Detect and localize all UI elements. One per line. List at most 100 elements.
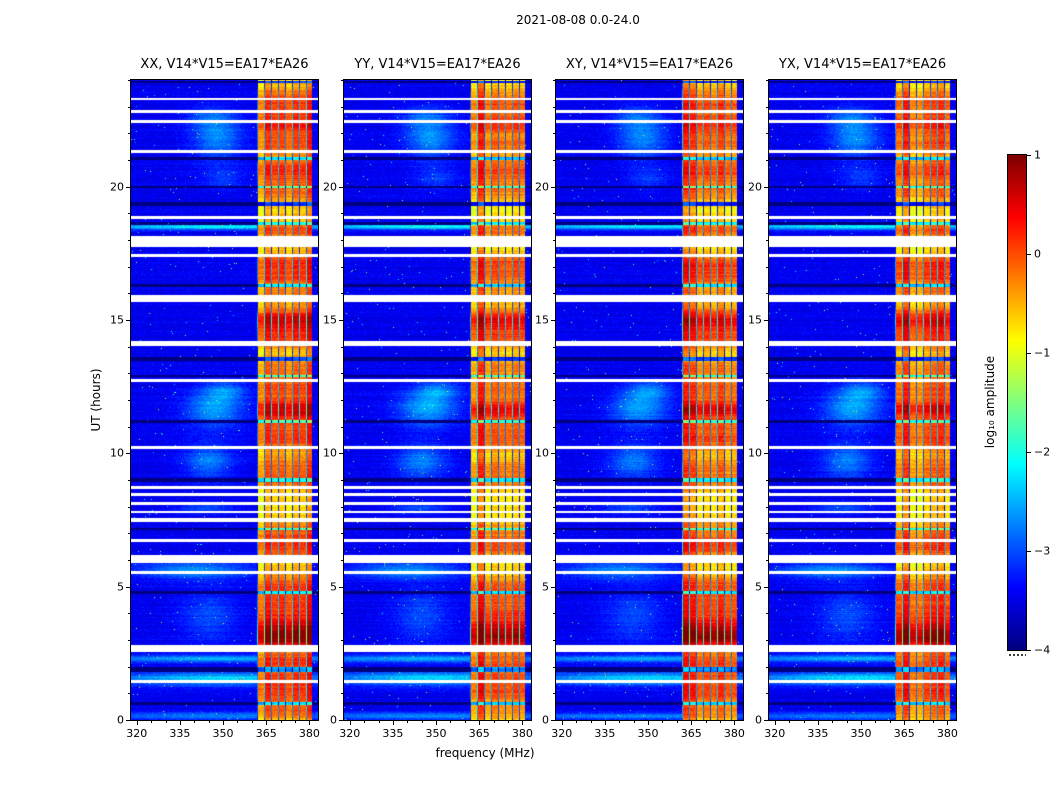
x-tick-label: 365 (893, 727, 915, 740)
y-major-tick (551, 320, 555, 321)
y-minor-tick (128, 613, 130, 615)
y-minor-tick (766, 106, 768, 108)
y-major-tick (126, 320, 130, 321)
y-minor-tick (766, 293, 768, 295)
x-major-tick (561, 721, 563, 725)
x-minor-tick (364, 721, 366, 723)
y-major-tick (339, 586, 343, 588)
y-minor-tick (553, 400, 555, 401)
y-tick-label: 10 (535, 446, 549, 460)
y-minor-tick (341, 693, 343, 695)
y-minor-tick (341, 533, 343, 535)
y-minor-tick (553, 373, 555, 375)
panel-yy: YY, V14*V15=EA17*EA26 320 335 350 365 380 0 5 1… (323, 57, 533, 739)
x-minor-tick (507, 721, 509, 723)
x-minor-tick (151, 721, 153, 723)
colorbar: 1 0 −1 −2 −3 −4 (1007, 150, 1050, 658)
y-tick-label: 0 (542, 713, 549, 727)
y-minor-tick (128, 640, 130, 641)
y-minor-tick (766, 613, 768, 615)
colorbar-tick-label: 1 (1034, 148, 1041, 162)
y-minor-tick (766, 426, 768, 428)
spectrogram-canvas-xx (131, 80, 318, 720)
panel-title-xy: XY, V14*V15=EA17*EA26 (565, 57, 734, 72)
colorbar-tick-label: −1 (1034, 346, 1050, 360)
y-minor-tick (553, 133, 555, 135)
y-minor-tick (553, 346, 555, 348)
y-minor-tick (128, 426, 130, 428)
y-minor-tick (766, 480, 768, 481)
x-minor-tick (421, 721, 423, 723)
x-tick-label: 380 (723, 727, 745, 740)
y-tick-label: 0 (330, 713, 337, 727)
y-major-tick (339, 186, 343, 188)
panel-xx: XX, V14*V15=EA17*EA26 320 335 350 365 380 0 5 1… (110, 57, 320, 739)
x-major-tick (309, 721, 311, 725)
y-minor-tick (553, 560, 555, 561)
panel-title-xx: XX, V14*V15=EA17*EA26 (140, 57, 309, 72)
colorbar-tick (1027, 551, 1031, 552)
y-tick-label: 20 (748, 180, 762, 194)
y-minor-tick (128, 293, 130, 295)
x-minor-tick (590, 721, 592, 723)
x-tick-label: 365 (255, 727, 277, 740)
colorbar-tick-label: −4 (1034, 643, 1050, 657)
x-major-tick (604, 721, 606, 725)
y-tick-label: 10 (110, 446, 124, 460)
y-minor-tick (128, 266, 130, 268)
y-minor-tick (341, 106, 343, 108)
y-major-tick (551, 453, 555, 455)
y-minor-tick (128, 213, 130, 215)
y-minor-tick (766, 266, 768, 268)
x-tick-label: 335 (807, 727, 829, 740)
x-tick-label: 335 (169, 727, 191, 740)
x-major-tick (136, 721, 138, 725)
x-minor-tick (832, 721, 834, 723)
x-minor-tick (662, 721, 664, 723)
y-major-tick (551, 720, 555, 721)
colorbar-tick-label: −3 (1034, 544, 1050, 558)
panel-title-yy: YY, V14*V15=EA17*EA26 (354, 57, 521, 72)
x-tick-label: 350 (425, 727, 447, 740)
y-minor-tick (128, 533, 130, 535)
y-tick-label: 5 (755, 580, 762, 594)
y-minor-tick (341, 506, 343, 508)
panel-xy: XY, V14*V15=EA17*EA26 320 335 350 365 380 0 5 1… (535, 57, 745, 739)
x-tick-label: 380 (511, 727, 533, 740)
y-minor-tick (128, 506, 130, 508)
y-minor-tick (766, 506, 768, 508)
y-major-tick (551, 186, 555, 188)
x-minor-tick (251, 721, 253, 723)
colorbar-frame (1007, 154, 1027, 651)
y-major-tick (764, 720, 768, 721)
x-tick-label: 320 (551, 727, 573, 740)
y-major-tick (339, 720, 343, 721)
y-tick-label: 5 (542, 580, 549, 594)
y-minor-tick (128, 480, 130, 481)
y-minor-tick (128, 106, 130, 108)
y-minor-tick (766, 560, 768, 561)
y-tick-label: 15 (323, 313, 337, 327)
x-minor-tick (294, 721, 296, 723)
x-minor-tick (619, 721, 621, 723)
x-major-tick (904, 721, 906, 725)
y-minor-tick (128, 160, 130, 161)
y-minor-tick (553, 293, 555, 295)
y-minor-tick (553, 106, 555, 108)
y-minor-tick (553, 506, 555, 508)
y-tick-label: 0 (755, 713, 762, 727)
y-major-tick (126, 453, 130, 455)
y-minor-tick (341, 240, 343, 241)
x-major-tick (179, 721, 181, 725)
colorbar-canvas (1008, 155, 1026, 650)
x-axis-label: frequency (MHz) (435, 746, 535, 760)
x-tick-label: 350 (212, 727, 234, 740)
y-minor-tick (553, 533, 555, 535)
y-tick-label: 5 (330, 580, 337, 594)
x-tick-label: 365 (468, 727, 490, 740)
x-major-tick (734, 721, 736, 725)
y-tick-label: 20 (535, 180, 549, 194)
x-tick-label: 350 (850, 727, 872, 740)
y-minor-tick (766, 373, 768, 375)
x-minor-tick (633, 721, 635, 723)
